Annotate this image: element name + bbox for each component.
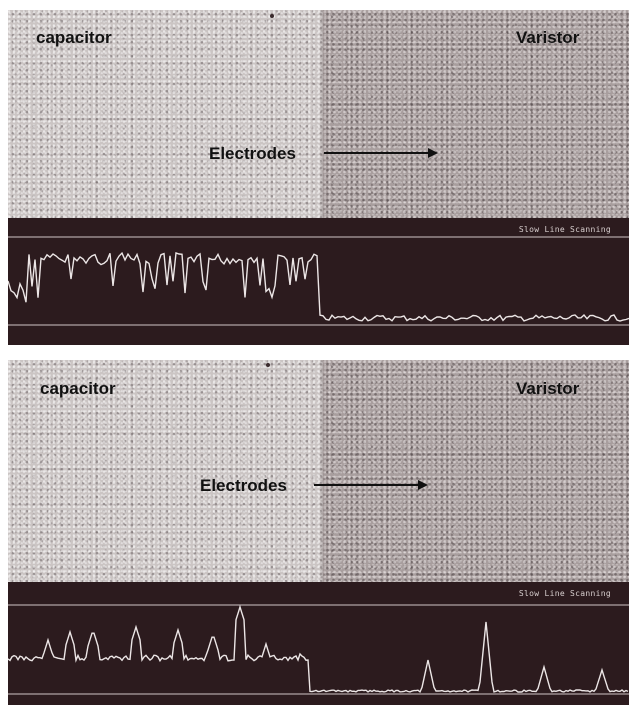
varistor-label: Varistor (516, 28, 580, 47)
interface-boundary (320, 360, 326, 582)
varistor-label: Varistor (516, 379, 580, 398)
line-scan-scope: Slow Line Scanning (8, 582, 629, 705)
varistor-region (323, 10, 629, 218)
line-scan-scope: Slow Line Scanning (8, 218, 629, 345)
micrograph-image: capacitor Varistor Electrodes (8, 10, 629, 218)
scope-caption: Slow Line Scanning (518, 225, 611, 234)
dust-spot (266, 363, 270, 367)
capacitor-region (8, 10, 323, 218)
micrograph-image: capacitor Varistor Electrodes (8, 360, 629, 582)
capacitor-label: capacitor (40, 379, 116, 398)
capacitor-label: capacitor (36, 28, 112, 47)
interface-boundary (320, 10, 326, 218)
dust-spot (270, 14, 274, 18)
electrodes-label: Electrodes (200, 476, 287, 495)
line-scan-plot (8, 604, 629, 695)
capacitor-region (8, 360, 323, 582)
micrograph-panel-top: capacitor Varistor Electrodes Slow Line … (8, 10, 629, 345)
arrow-right-icon (314, 480, 428, 490)
arrow-right-icon (324, 148, 438, 158)
line-scan-trace (8, 604, 629, 694)
line-scan-plot (8, 236, 629, 326)
varistor-region (323, 360, 629, 582)
scope-caption: Slow Line Scanning (518, 589, 611, 598)
line-scan-trace (8, 251, 629, 322)
micrograph-panel-bottom: capacitor Varistor Electrodes Slow Line … (8, 360, 629, 705)
electrodes-label: Electrodes (209, 144, 296, 163)
